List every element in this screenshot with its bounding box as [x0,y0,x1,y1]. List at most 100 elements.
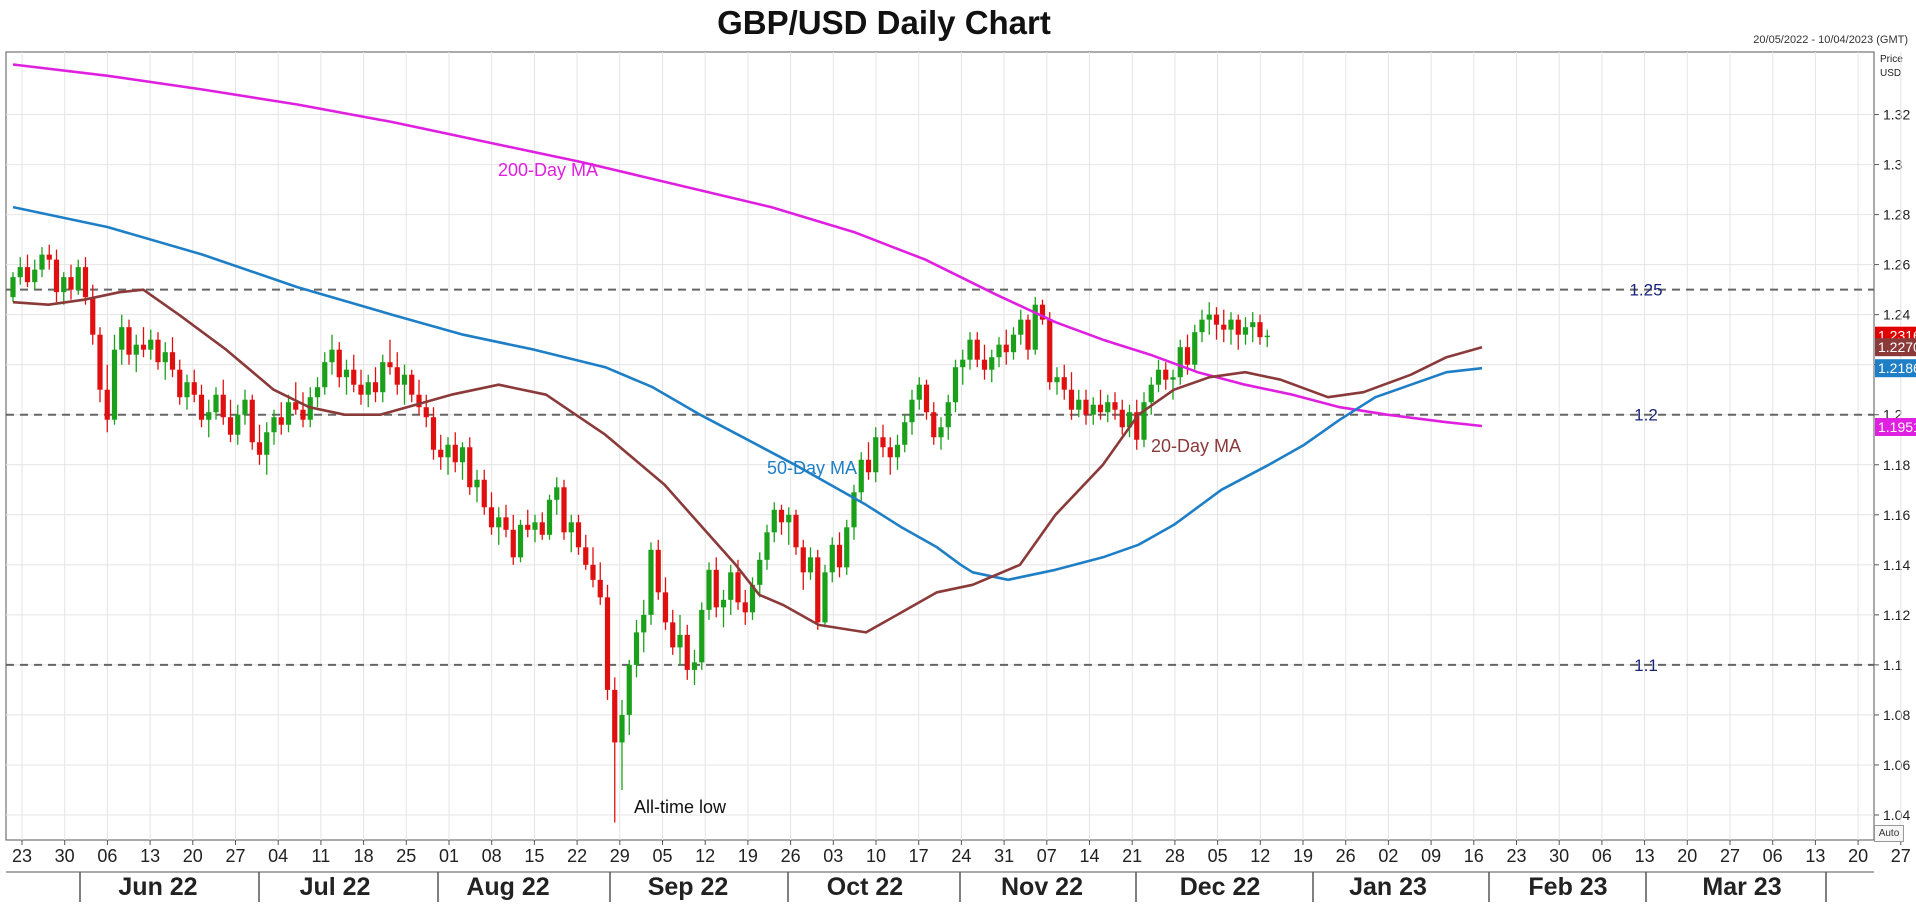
chart-annotation: 200-Day MA [498,160,598,180]
candle-body [873,437,879,473]
candle-body [583,547,589,565]
price-label-box [1875,359,1916,378]
x-tick-label: 18 [354,846,374,866]
chart-annotation: 50-Day MA [767,458,857,478]
x-tick-label: 12 [695,846,715,866]
x-tick-label: 27 [1720,846,1740,866]
candle-body [1018,319,1024,335]
x-tick-label: 13 [1635,846,1655,866]
candle-body [1235,319,1241,335]
candle-body [742,602,748,613]
candle-body [706,569,712,610]
x-tick-label: 13 [140,846,160,866]
x-tick-label: 23 [1506,846,1526,866]
candle-body [1105,402,1111,413]
x-tick-label: 08 [482,846,502,866]
candle-body [677,634,683,648]
x-tick-label: 20 [183,846,203,866]
candle-body [235,414,241,435]
x-tick-label: 27 [1891,846,1911,866]
candle-body [532,522,538,530]
x-tick-label: 15 [524,846,544,866]
x-month-label: Oct 22 [827,873,903,901]
candle-body [967,339,973,360]
candle-body [612,689,618,743]
auto-scale-button[interactable]: Auto [1874,825,1904,842]
candle-body [1134,412,1140,440]
candle-body [749,584,756,613]
y-tick-label: 1.14 [1883,557,1910,573]
candle-body [981,359,988,370]
candle-body [778,509,785,523]
candle-body [938,427,944,438]
x-tick-label: 26 [1336,846,1356,866]
candle-body [597,579,603,598]
candle-body [256,442,263,455]
x-tick-label: 07 [1037,846,1057,866]
x-tick-label: 27 [225,846,245,866]
x-tick-label: 21 [1122,846,1142,866]
y-tick-label: 1.16 [1883,507,1910,523]
candle-body [394,367,400,385]
candle-body [184,382,190,398]
candle-body [728,572,734,600]
candle-body [227,417,234,435]
candle-body [1061,377,1067,390]
candle-body [133,344,139,355]
x-tick-label: 10 [866,846,886,866]
candle-body [97,334,103,390]
candle-body [815,557,821,623]
candle-body [771,509,777,533]
candle-body [380,362,386,393]
x-tick-label: 30 [55,846,75,866]
candle-body [10,277,16,298]
y-tick-label: 1.26 [1883,257,1910,273]
candle-body [24,267,31,283]
candle-body [140,344,147,350]
candle-body [1228,319,1234,330]
candle-body [1054,377,1060,383]
candle-body [68,277,74,290]
candle-body [1257,322,1263,338]
candle-body [952,367,959,403]
candle-body [1112,402,1118,410]
candle-body [459,447,466,463]
candle-body [800,547,806,573]
price-label-text: 1.2186 [1878,360,1916,376]
candle-body [387,362,393,368]
candle-body [844,527,850,568]
x-tick-label: 20 [1848,846,1868,866]
candle-body [423,407,429,418]
candle-body [365,382,371,395]
level-label: 1.25 [1629,281,1662,300]
candle-body [249,399,255,443]
candle-body [322,362,328,388]
candle-body [1003,344,1009,353]
candle-body [517,524,524,558]
y-tick-label: 1.08 [1883,707,1910,723]
candle-body [822,572,828,623]
candle-body [213,394,219,413]
candle-body [807,557,814,573]
candle-body [619,714,625,743]
candle-body [561,487,567,533]
x-tick-label: 24 [951,846,971,866]
candle-body [945,402,951,428]
candle-body [1025,319,1031,350]
candle-body [923,384,930,413]
date-range-label: 20/05/2022 - 10/04/2023 (GMT) [1753,34,1908,46]
candle-body [191,382,197,395]
price-label-text: 1.2270 [1878,339,1916,355]
candle-body [757,559,763,585]
candle-body [1047,319,1053,383]
x-tick-label: 12 [1250,846,1270,866]
x-tick-label: 20 [1677,846,1697,866]
x-month-label: Mar 23 [1702,873,1781,901]
candle-body [1119,409,1125,428]
candle-body [1170,377,1176,380]
x-tick-label: 25 [396,846,416,866]
price-label-box [1875,338,1916,357]
candle-body [1199,319,1205,333]
